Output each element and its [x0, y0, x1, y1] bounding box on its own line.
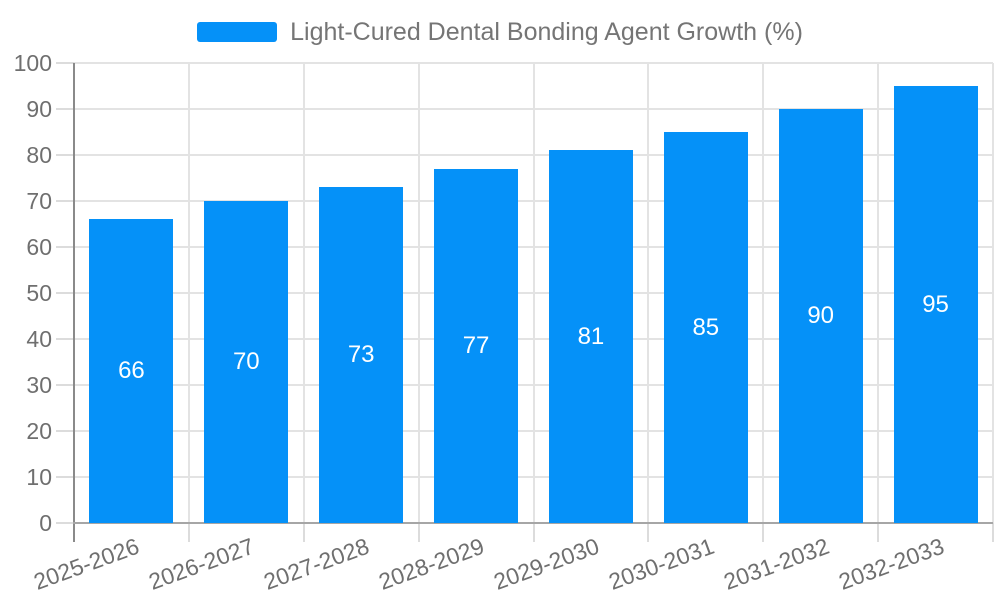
y-tick-mark	[56, 430, 74, 432]
bar[interactable]	[663, 132, 748, 523]
bar[interactable]	[778, 109, 863, 523]
y-tick-label: 10	[26, 464, 52, 490]
x-tick-mark	[877, 523, 880, 542]
y-tick-label: 70	[26, 188, 52, 214]
y-tick-label: 30	[26, 372, 52, 398]
y-tick-mark	[56, 338, 74, 340]
legend-label: Light-Cured Dental Bonding Agent Growth …	[290, 17, 803, 46]
bar-value-label: 81	[577, 322, 605, 350]
x-tick-mark	[992, 523, 994, 542]
bar[interactable]	[434, 168, 519, 523]
x-tick-mark	[762, 523, 765, 542]
y-tick-label: 60	[26, 234, 52, 260]
y-tick-mark	[56, 246, 74, 248]
bar-value-label: 70	[232, 348, 260, 375]
y-tick-label: 20	[26, 418, 52, 444]
x-tick-mark	[532, 523, 535, 542]
bar[interactable]	[548, 150, 633, 523]
y-tick-mark	[56, 154, 74, 156]
y-tick-mark	[56, 522, 74, 524]
bar-value-label: 95	[922, 290, 949, 318]
x-gridline	[647, 63, 650, 523]
bar[interactable]	[319, 187, 404, 523]
bar-value-label: 66	[118, 357, 145, 385]
y-axis-line	[73, 63, 75, 542]
y-tick-mark	[56, 476, 74, 478]
y-tick-mark	[56, 292, 74, 294]
y-tick-label: 100	[13, 50, 52, 76]
x-tick-mark	[187, 523, 190, 542]
y-tick-mark	[56, 108, 74, 110]
bar-value-label: 73	[347, 341, 375, 369]
y-tick-mark	[56, 200, 74, 202]
bar[interactable]	[204, 201, 289, 523]
bar-value-label: 90	[807, 302, 835, 329]
bar[interactable]	[893, 86, 978, 523]
x-gridline	[187, 63, 190, 523]
legend-item[interactable]: Light-Cured Dental Bonding Agent Growth …	[0, 18, 1000, 46]
x-gridline	[992, 63, 994, 523]
x-tick-mark	[302, 523, 305, 542]
x-gridline	[302, 63, 305, 523]
x-gridline	[762, 63, 765, 523]
bar[interactable]	[89, 219, 174, 523]
x-gridline	[417, 63, 420, 523]
x-tick-mark	[417, 523, 420, 542]
y-tick-label: 90	[26, 96, 52, 122]
bar-value-label: 85	[692, 313, 720, 341]
y-tick-label: 0	[39, 510, 52, 536]
x-axis-line	[73, 522, 993, 524]
y-tick-label: 80	[26, 142, 52, 168]
bar-value-label: 77	[462, 331, 490, 359]
y-tick-mark	[56, 62, 74, 64]
x-gridline	[877, 63, 880, 523]
y-tick-label: 50	[26, 280, 52, 306]
x-gridline	[532, 63, 535, 523]
y-tick-mark	[56, 384, 74, 386]
y-tick-label: 40	[26, 326, 52, 352]
x-tick-mark	[647, 523, 650, 542]
legend-swatch	[197, 22, 278, 42]
